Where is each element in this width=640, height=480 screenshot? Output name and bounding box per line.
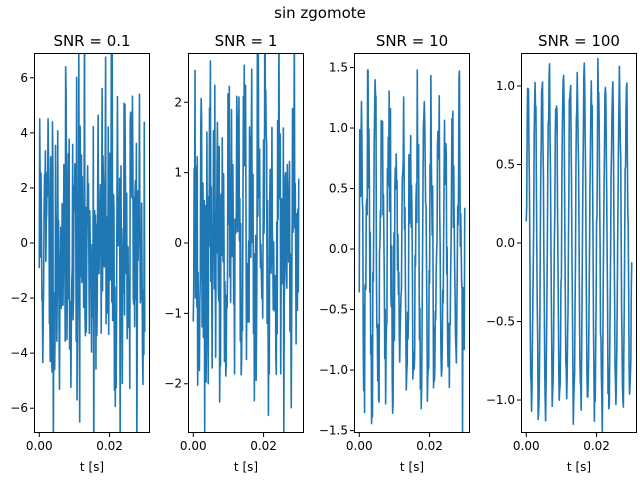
y-tick-label: −2 (164, 377, 182, 391)
y-tick-label: −4 (10, 346, 28, 360)
x-axis-label: t [s] (400, 460, 424, 474)
x-axis-label: t [s] (80, 460, 104, 474)
y-tick-label: −1 (164, 306, 182, 320)
subplot-1: SNR = 0.1 −6 −4 −2 0 2 4 6 0.00 0.02 t [s] (10, 32, 150, 474)
x-tick-label: 0.00 (180, 439, 207, 453)
x-tick-label: 0.00 (26, 439, 53, 453)
signal-line (358, 69, 466, 433)
y-tick-label: 0.0 (496, 236, 515, 250)
subplot-title: SNR = 100 (538, 32, 620, 50)
y-tick-label: −1.5 (319, 424, 348, 438)
y-tick-label: 1 (174, 166, 182, 180)
x-tick-label: 0.00 (513, 439, 540, 453)
y-tick-label: 1.0 (496, 79, 515, 93)
x-tick-label: 0.02 (96, 439, 123, 453)
y-tick-label: 0 (174, 236, 182, 250)
plot-frame (354, 53, 470, 433)
subplot-2: SNR = 1 −2 −1 0 1 2 0.00 0.02 t [s] (164, 32, 304, 474)
signal-line (192, 53, 300, 433)
subplot-title: SNR = 0.1 (53, 32, 130, 50)
y-tick-label: 2 (20, 181, 28, 195)
y-tick-label: 4 (20, 126, 28, 140)
y-tick-label: −1.0 (486, 393, 515, 407)
y-tick-label: −2 (10, 291, 28, 305)
y-tick-label: 0.0 (329, 242, 348, 256)
y-tick-label: −0.5 (319, 303, 348, 317)
x-tick-label: 0.02 (583, 439, 610, 453)
y-tick-label: 0.5 (496, 157, 515, 171)
x-axis-label: t [s] (567, 460, 591, 474)
signal-line (38, 53, 146, 433)
y-tick-label: 0 (20, 236, 28, 250)
subplot-4: SNR = 100 −1.0 −0.5 0.0 0.5 1.0 0.00 0.02 t [s] (486, 32, 637, 474)
y-tick-label: 6 (20, 71, 28, 85)
y-tick-label: 1.5 (329, 61, 348, 75)
y-tick-label: 1.0 (329, 121, 348, 135)
y-tick-label: −1.0 (319, 363, 348, 377)
y-tick-label: −0.5 (486, 315, 515, 329)
y-tick-label: 0.5 (329, 182, 348, 196)
x-tick-label: 0.02 (250, 439, 277, 453)
figure-title: sin zgomote (274, 4, 366, 22)
x-axis-label: t [s] (234, 460, 258, 474)
y-tick-label: 2 (174, 95, 182, 109)
y-tick-label: −6 (10, 401, 28, 415)
plot-frame (34, 53, 150, 433)
subplot-3: SNR = 10 −1.5 −1.0 −0.5 0.0 0.5 1.0 1.5 0.00 0.02… (319, 32, 470, 474)
subplot-title: SNR = 1 (215, 32, 278, 50)
plot-frame (188, 53, 304, 433)
subplot-title: SNR = 10 (376, 32, 448, 50)
x-tick-label: 0.02 (416, 439, 443, 453)
plot-frame (521, 53, 637, 433)
signal-line (525, 57, 633, 433)
x-tick-label: 0.00 (346, 439, 373, 453)
